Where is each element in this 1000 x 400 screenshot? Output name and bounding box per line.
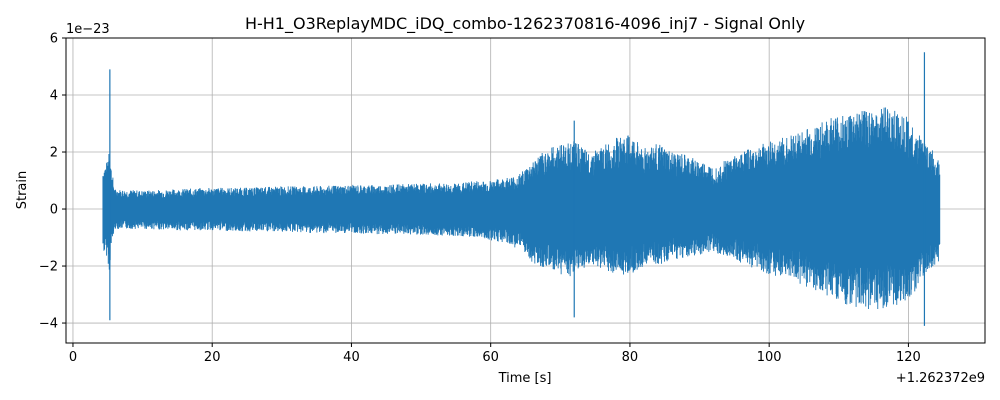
y-tick-label: 4 xyxy=(50,89,58,104)
chart-title: H-H1_O3ReplayMDC_iDQ_combo-1262370816-40… xyxy=(245,14,805,34)
x-axis-ticks: 0 20 40 60 80 100 120 xyxy=(69,343,921,365)
y-tick-label: −4 xyxy=(39,317,58,332)
x-tick-label: 120 xyxy=(896,350,921,365)
x-tick-label: 20 xyxy=(204,350,221,365)
x-tick-label: 60 xyxy=(482,350,499,365)
y-scale-label: 1e−23 xyxy=(66,22,110,37)
y-axis-ticks: −4 −2 0 2 4 6 xyxy=(39,32,66,332)
x-offset-label: +1.262372e9 xyxy=(896,371,985,386)
x-axis-label: Time [s] xyxy=(498,371,552,386)
y-tick-label: −2 xyxy=(39,260,58,275)
x-tick-label: 0 xyxy=(69,350,77,365)
x-tick-label: 40 xyxy=(343,350,360,365)
signal-trace xyxy=(102,107,941,309)
plot-frame xyxy=(65,37,986,344)
y-tick-label: 2 xyxy=(50,146,58,161)
y-axis-label: Strain xyxy=(15,171,30,210)
x-tick-label: 100 xyxy=(757,350,782,365)
x-tick-label: 80 xyxy=(622,350,639,365)
y-tick-label: 0 xyxy=(50,203,58,218)
y-tick-label: 6 xyxy=(50,32,58,47)
signal-series xyxy=(102,52,941,326)
